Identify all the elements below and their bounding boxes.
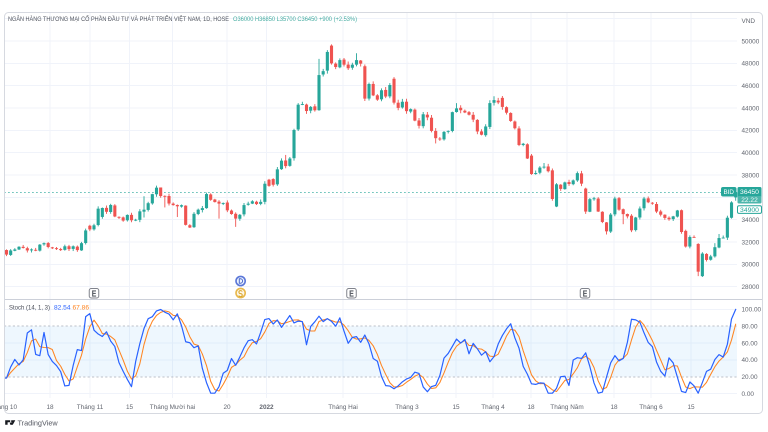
svg-text:Tháng 11: Tháng 11 [77, 404, 104, 411]
svg-text:O36000 H36850 L35700 C36450 +9: O36000 H36850 L35700 C36450 +900 (+2.53%… [233, 16, 357, 23]
svg-text:44000: 44000 [742, 105, 760, 112]
svg-text:60.00: 60.00 [742, 340, 758, 347]
svg-text:Tháng Mười hai: Tháng Mười hai [150, 404, 195, 411]
svg-text:Tháng 3: Tháng 3 [395, 404, 419, 411]
svg-text:34900: 34900 [740, 207, 759, 214]
svg-text:18: 18 [610, 404, 618, 411]
svg-text:NGÂN HÀNG THƯƠNG MẠI CỔ PHẦN Đ: NGÂN HÀNG THƯƠNG MẠI CỔ PHẦN ĐẦU TƯ VÀ P… [8, 13, 229, 23]
svg-text:40.00: 40.00 [742, 357, 758, 364]
svg-text:15: 15 [687, 404, 695, 411]
svg-text:36450: 36450 [740, 189, 759, 196]
svg-text:Tháng Năm: Tháng Năm [550, 404, 583, 411]
svg-text:Tháng 10: Tháng 10 [0, 404, 17, 411]
svg-text:BID: BID [723, 189, 734, 196]
svg-text:Tháng Hai: Tháng Hai [328, 404, 358, 411]
svg-text:20.00: 20.00 [742, 374, 758, 381]
svg-text:Tháng 4: Tháng 4 [481, 404, 505, 411]
svg-text:18: 18 [46, 404, 54, 411]
svg-text:100.00: 100.00 [742, 307, 762, 314]
svg-text:TradingView: TradingView [18, 418, 59, 427]
svg-text:15: 15 [126, 404, 134, 411]
svg-text:40000: 40000 [742, 150, 760, 157]
svg-text:2022: 2022 [259, 404, 274, 411]
svg-text:0.00: 0.00 [742, 391, 755, 398]
svg-text:20: 20 [223, 404, 231, 411]
svg-text:28000: 28000 [742, 284, 760, 291]
svg-text:67.86: 67.86 [73, 305, 90, 312]
svg-text:30000: 30000 [742, 262, 760, 269]
svg-text:15: 15 [452, 404, 460, 411]
svg-text:50000: 50000 [742, 38, 760, 45]
svg-text:38000: 38000 [742, 172, 760, 179]
svg-text:80.00: 80.00 [742, 324, 758, 331]
svg-text:42000: 42000 [742, 128, 760, 135]
svg-text:Tháng 6: Tháng 6 [639, 404, 663, 411]
svg-text:82.54: 82.54 [54, 305, 71, 312]
svg-text:32000: 32000 [742, 239, 760, 246]
svg-text:18: 18 [527, 404, 535, 411]
svg-text:Stoch (14, 1, 3): Stoch (14, 1, 3) [9, 305, 50, 312]
svg-text:46000: 46000 [742, 83, 760, 90]
svg-text:22.22: 22.22 [741, 197, 758, 204]
svg-text:34000: 34000 [742, 217, 760, 224]
svg-text:48000: 48000 [742, 61, 760, 68]
svg-text:VND: VND [742, 18, 756, 25]
